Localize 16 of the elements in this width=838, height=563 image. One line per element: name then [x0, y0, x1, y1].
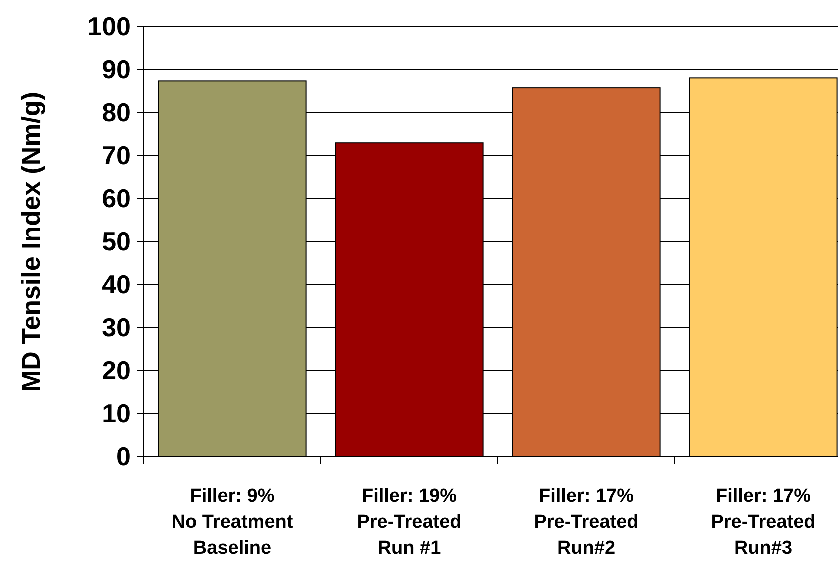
y-tick-label: 60 — [102, 183, 131, 214]
y-tick-label: 40 — [102, 269, 131, 300]
y-tick-label: 100 — [88, 11, 131, 42]
x-tick-label: Filler: 19% Pre-Treated Run #1 — [357, 486, 462, 559]
y-tick-label: 10 — [102, 398, 131, 428]
y-tick-label: 20 — [102, 355, 131, 386]
y-axis-title: MD Tensile Index (Nm/g) — [16, 92, 46, 392]
x-tick-label: Filler: 17% Pre-Treated Run#3 — [711, 486, 816, 559]
y-tick-label: 80 — [102, 97, 131, 128]
y-tick-label: 0 — [116, 441, 131, 472]
y-tick-label: 90 — [102, 54, 131, 84]
y-tick-label: 70 — [102, 140, 131, 170]
y-tick-label: 30 — [102, 312, 131, 342]
x-tick-label: Filler: 17% Pre-Treated Run#2 — [534, 486, 639, 559]
y-tick-label: 50 — [102, 226, 131, 256]
x-tick-label: Filler: 9% No Treatment Baseline — [172, 486, 294, 559]
